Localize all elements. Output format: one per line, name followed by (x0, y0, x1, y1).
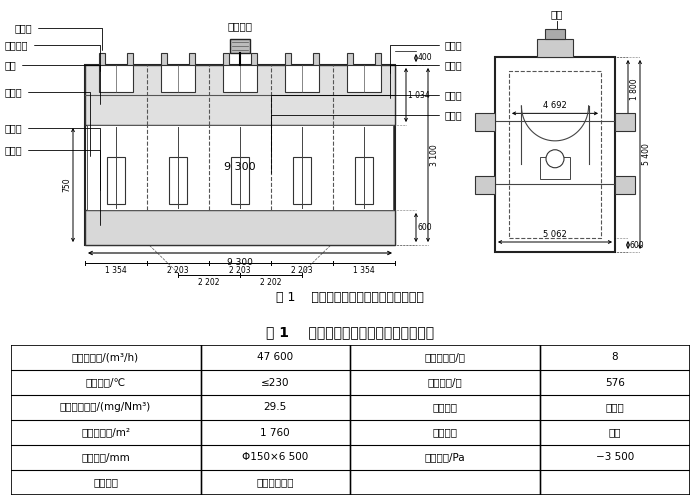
Text: 表 1    改造后烘干机袋除尘器的技术参数: 表 1 改造后烘干机袋除尘器的技术参数 (266, 326, 434, 340)
Text: 处理烟气量/(m³/h): 处理烟气量/(m³/h) (72, 352, 139, 362)
Bar (509, 71, 601, 238)
Bar (495, 57, 615, 252)
Text: 进风道: 进风道 (5, 123, 100, 190)
Bar (85, 210, 395, 245)
Bar (99, 53, 106, 65)
Text: 47 600: 47 600 (257, 352, 293, 362)
Circle shape (546, 150, 564, 168)
Text: 2 202: 2 202 (198, 278, 220, 287)
Bar (286, 53, 291, 65)
Text: 反吹风道: 反吹风道 (5, 40, 100, 71)
Bar (615, 176, 635, 194)
Bar (99, 65, 133, 92)
Text: 袋室: 袋室 (5, 60, 100, 104)
Bar (537, 39, 573, 57)
Text: 出气口: 出气口 (390, 40, 463, 73)
Bar (230, 39, 250, 53)
Bar (475, 176, 495, 194)
Bar (85, 65, 395, 245)
Bar (293, 157, 312, 204)
Text: 1 354: 1 354 (105, 266, 127, 275)
Bar (251, 53, 257, 65)
Bar (87, 125, 393, 210)
Text: 1 034: 1 034 (408, 90, 430, 100)
Text: −3 500: −3 500 (596, 452, 634, 462)
Text: 9 300: 9 300 (227, 258, 253, 267)
Text: 图 1    改造后的烘干机袋除尘器结构示意: 图 1 改造后的烘干机袋除尘器结构示意 (276, 291, 424, 304)
Text: 滤袋规格/mm: 滤袋规格/mm (81, 452, 130, 462)
Text: 5 062: 5 062 (543, 230, 567, 239)
Bar (231, 157, 249, 204)
Bar (285, 65, 319, 92)
Bar (223, 53, 230, 65)
Text: 允许耐压/Pa: 允许耐压/Pa (425, 452, 466, 462)
Text: 中隔板: 中隔板 (271, 90, 463, 152)
Text: 1 760: 1 760 (260, 428, 290, 438)
Bar (313, 53, 319, 65)
Text: 滤袋数量/条: 滤袋数量/条 (428, 378, 463, 388)
Bar (475, 114, 495, 132)
Bar (106, 157, 125, 204)
Text: 3 100: 3 100 (430, 144, 439, 166)
Bar (161, 65, 195, 92)
Bar (169, 157, 188, 204)
Text: ≤230: ≤230 (261, 378, 290, 388)
Bar (127, 53, 132, 65)
Text: 600: 600 (418, 223, 433, 232)
Text: 内滤: 内滤 (608, 428, 621, 438)
Text: 过滤方式: 过滤方式 (433, 428, 458, 438)
Text: 出风道: 出风道 (390, 60, 463, 98)
Text: 反吹风: 反吹风 (606, 402, 624, 412)
Text: 2 203: 2 203 (229, 266, 251, 275)
Bar (347, 53, 354, 65)
Bar (615, 114, 635, 132)
Text: 滤袋: 滤袋 (551, 9, 564, 19)
Text: 除尘器室数/个: 除尘器室数/个 (425, 352, 466, 362)
Text: 玻纤覆膜滤布: 玻纤覆膜滤布 (257, 478, 294, 488)
Text: 29.5: 29.5 (264, 402, 287, 412)
Bar (347, 65, 381, 92)
Text: 9 300: 9 300 (224, 162, 256, 172)
Text: 1 800: 1 800 (630, 78, 639, 100)
Bar (545, 29, 565, 39)
Text: 检修门: 检修门 (5, 87, 90, 156)
Text: 清灰方式: 清灰方式 (433, 402, 458, 412)
Bar (85, 65, 395, 125)
Text: 576: 576 (605, 378, 624, 388)
Bar (374, 53, 381, 65)
Text: 提升阀: 提升阀 (15, 23, 102, 50)
Text: 400: 400 (418, 54, 433, 62)
Text: 2 203: 2 203 (291, 266, 313, 275)
Bar (162, 53, 167, 65)
Text: 750: 750 (62, 178, 71, 192)
Text: 8: 8 (612, 352, 618, 362)
Bar (355, 157, 373, 204)
Text: 烟气温度/℃: 烟气温度/℃ (85, 378, 125, 388)
Bar (540, 157, 570, 179)
Text: 进气口: 进气口 (5, 145, 100, 224)
Text: 4 692: 4 692 (543, 102, 567, 110)
Text: 1 354: 1 354 (353, 266, 375, 275)
Text: 反吹风机: 反吹风机 (228, 21, 253, 31)
Text: 2 202: 2 202 (260, 278, 281, 287)
Text: 滤袋材质: 滤袋材质 (93, 478, 118, 488)
Text: 总过滤面积/m²: 总过滤面积/m² (81, 428, 130, 438)
Text: 5 400: 5 400 (642, 144, 651, 166)
Text: Φ150×6 500: Φ150×6 500 (242, 452, 309, 462)
Text: 2 203: 2 203 (167, 266, 189, 275)
Bar (188, 53, 195, 65)
Text: 出口排放浓度/(mg/Nm³): 出口排放浓度/(mg/Nm³) (60, 402, 151, 412)
Text: 600: 600 (630, 240, 645, 250)
Text: 室隔板: 室隔板 (271, 110, 463, 173)
Bar (223, 65, 257, 92)
